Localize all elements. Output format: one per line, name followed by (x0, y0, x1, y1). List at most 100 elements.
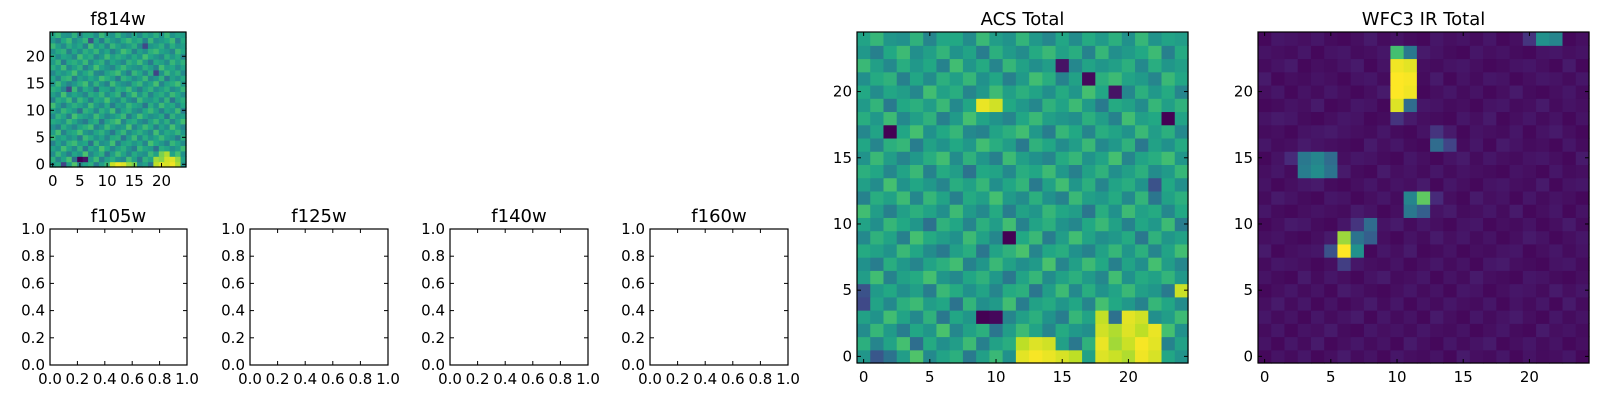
axes-frame (856, 31, 1189, 364)
heatmap-cell (1390, 257, 1405, 271)
heatmap-cell (104, 64, 111, 71)
heatmap-cell (1562, 217, 1577, 232)
heatmap-cell (93, 32, 100, 38)
x-tick-label: 0.2 (666, 370, 690, 388)
heatmap-cell (1082, 243, 1096, 258)
heatmap-cell (1148, 151, 1163, 165)
heatmap-cell (1390, 270, 1405, 285)
axes-frame (449, 228, 589, 366)
heatmap-cell (1271, 71, 1286, 86)
x-tick-label: 0.8 (148, 370, 172, 388)
heatmap-cell (1042, 151, 1057, 165)
heatmap-cell (923, 336, 938, 351)
heatmap-cell (120, 64, 127, 71)
heatmap-cell (147, 134, 154, 141)
heatmap-cell (1271, 58, 1286, 73)
heatmap-cell (164, 37, 171, 44)
heatmap-cell (169, 113, 176, 119)
heatmap-cell (923, 217, 938, 232)
heatmap-cell (60, 64, 67, 71)
heatmap-cell (142, 134, 149, 141)
heatmap-cell (1469, 58, 1484, 73)
heatmap-cell (1377, 310, 1391, 324)
heatmap-cell (1042, 230, 1057, 245)
heatmap-cell (50, 118, 57, 125)
heatmap-cell (1456, 58, 1471, 73)
heatmap-cell (1284, 283, 1299, 298)
heatmap-cell (50, 86, 57, 92)
heatmap-cell (936, 349, 951, 364)
heatmap-cell (857, 190, 871, 205)
heatmap-cell (104, 145, 111, 152)
heatmap-cell (55, 107, 62, 114)
heatmap-cell (158, 150, 165, 157)
heatmap-cell (1575, 323, 1590, 338)
heatmap-cell (175, 118, 182, 125)
heatmap-cell (1135, 323, 1149, 338)
heatmap-cell (1496, 323, 1511, 338)
heatmap-cell (909, 45, 924, 60)
heatmap-cell (962, 137, 977, 152)
heatmap-cell (1042, 164, 1057, 179)
heatmap-cell (147, 91, 154, 98)
heatmap-cell (1562, 336, 1577, 351)
heatmap-cell (1148, 230, 1163, 245)
heatmap-cell (1297, 310, 1312, 324)
heatmap-cell (109, 113, 116, 119)
heatmap-cell (88, 96, 95, 103)
heatmap-cell (1135, 111, 1149, 126)
heatmap-cell (909, 137, 924, 152)
heatmap-cell (989, 323, 1004, 338)
heatmap-cell (883, 98, 898, 113)
heatmap-cell (857, 164, 871, 179)
heatmap-cell (126, 156, 133, 163)
heatmap-cell (1284, 204, 1299, 218)
heatmap-cell (1496, 230, 1511, 245)
heatmap-cell (1469, 349, 1484, 364)
heatmap-cell (1456, 323, 1471, 338)
heatmap-cell (1161, 323, 1176, 338)
heatmap-cell (1337, 349, 1352, 364)
heatmap-cell (77, 86, 84, 92)
heatmap-cell (1095, 296, 1110, 311)
heatmap-cell (175, 134, 182, 141)
heatmap-cell (1403, 71, 1418, 86)
heatmap-cell (989, 84, 1004, 99)
heatmap-cell (1161, 283, 1176, 298)
heatmap-cell (976, 257, 990, 271)
heatmap-cell (1082, 84, 1096, 99)
heatmap-cell (976, 111, 990, 126)
heatmap-cell (1377, 177, 1391, 192)
heatmap-cell (142, 129, 149, 136)
heatmap-cell (1443, 98, 1458, 113)
heatmap-cell (82, 102, 89, 109)
heatmap-cell (1390, 190, 1405, 205)
heatmap-cell (1055, 217, 1070, 232)
heatmap-cell (1350, 84, 1365, 99)
heatmap-cell (1068, 190, 1083, 205)
heatmap-cell (147, 59, 154, 65)
heatmap-cell (1042, 98, 1057, 113)
y-tick-label: 5 (842, 281, 852, 299)
heatmap-cell (1337, 151, 1352, 165)
heatmap-cell (1029, 164, 1043, 179)
heatmap-cell (1135, 217, 1149, 232)
heatmap-cell (1029, 190, 1043, 205)
heatmap-cell (949, 336, 964, 351)
heatmap-cell (1135, 137, 1149, 152)
heatmap-cell (1161, 151, 1176, 165)
heatmap-cell (1562, 84, 1577, 99)
heatmap-cell (1522, 58, 1537, 73)
heatmap-cell (1324, 32, 1339, 46)
heatmap-cell (1456, 98, 1471, 113)
heatmap-cell (1055, 243, 1070, 258)
heatmap-cell (923, 230, 938, 245)
heatmap-cell (131, 37, 138, 44)
heatmap-cell (169, 123, 176, 130)
heatmap-cell (126, 64, 133, 71)
heatmap-cell (896, 32, 911, 46)
heatmap-cell (1258, 98, 1272, 113)
heatmap-cell (989, 310, 1004, 324)
heatmap-cell (1055, 32, 1070, 46)
heatmap-cell (1337, 84, 1352, 99)
